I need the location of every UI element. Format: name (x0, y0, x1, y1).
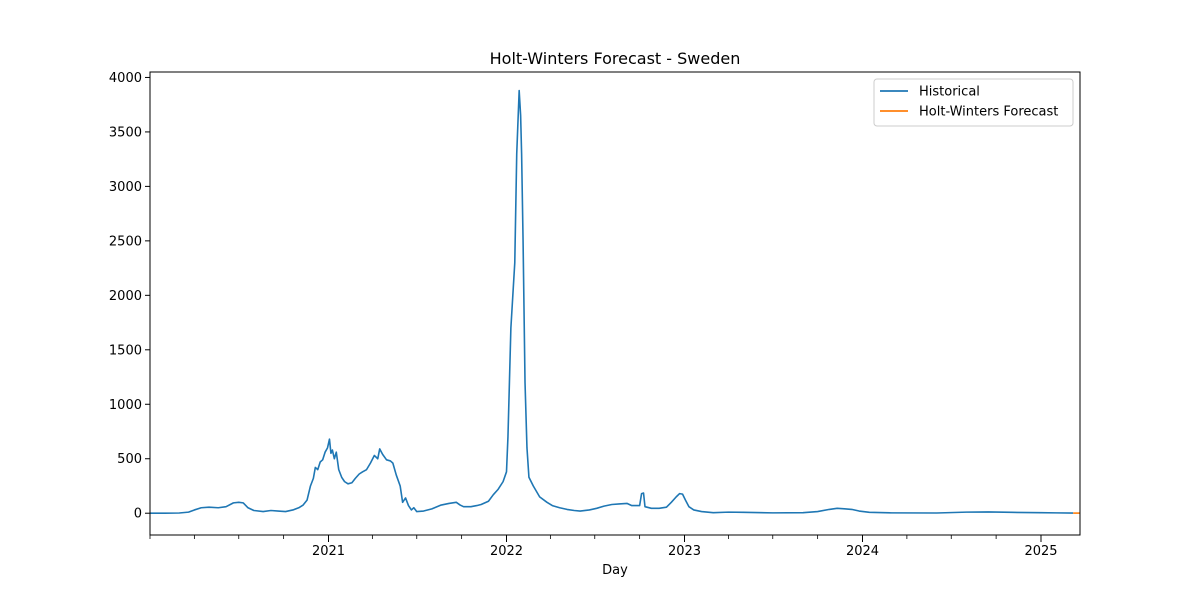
chart-title: Holt-Winters Forecast - Sweden (490, 49, 741, 68)
y-tick-label: 3000 (109, 180, 142, 195)
y-tick-label: 0 (134, 507, 142, 522)
y-tick-label: 1000 (109, 398, 142, 413)
x-tick-label: 2022 (490, 544, 523, 559)
series-layer (150, 89, 1080, 515)
x-axis: 2021 2022 2023 2024 2025 (149, 535, 1058, 559)
plot-area (149, 71, 1081, 536)
legend-label: Holt-Winters Forecast (919, 105, 1058, 120)
y-tick-label: 1500 (109, 343, 142, 358)
y-tick-label: 4000 (109, 71, 142, 86)
x-tick-label: 2025 (1024, 544, 1057, 559)
series-line-historical (150, 89, 1074, 515)
y-axis: 0 500 1000 1500 2000 2500 3000 3500 4000 (109, 71, 150, 522)
legend: Historical Holt-Winters Forecast (873, 78, 1074, 127)
y-tick-label: 2000 (109, 289, 142, 304)
x-tick-label: 2024 (846, 544, 879, 559)
y-tick-label: 3500 (109, 125, 142, 140)
x-axis-label: Day (602, 563, 628, 578)
y-tick-label: 2500 (109, 234, 142, 249)
x-tick-label: 2021 (312, 544, 345, 559)
legend-box (873, 78, 1074, 127)
x-tick-label: 2023 (668, 544, 701, 559)
y-tick-label: 500 (117, 452, 142, 467)
legend-label: Historical (919, 85, 980, 100)
